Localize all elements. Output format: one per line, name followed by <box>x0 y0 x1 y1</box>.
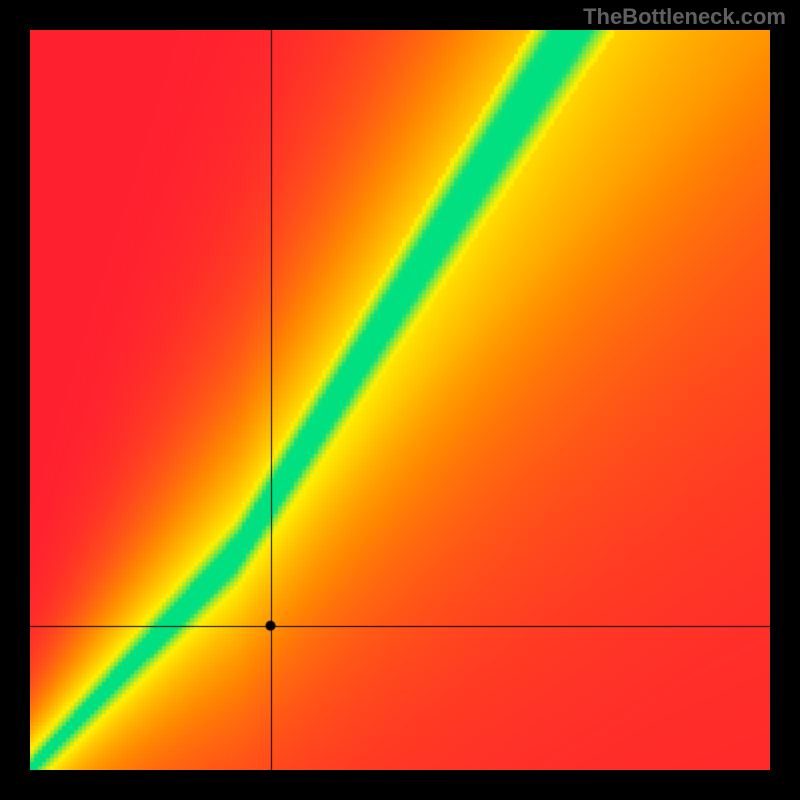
watermark-text: TheBottleneck.com <box>583 4 786 30</box>
bottleneck-heatmap <box>30 30 770 770</box>
heatmap-canvas <box>30 30 770 770</box>
